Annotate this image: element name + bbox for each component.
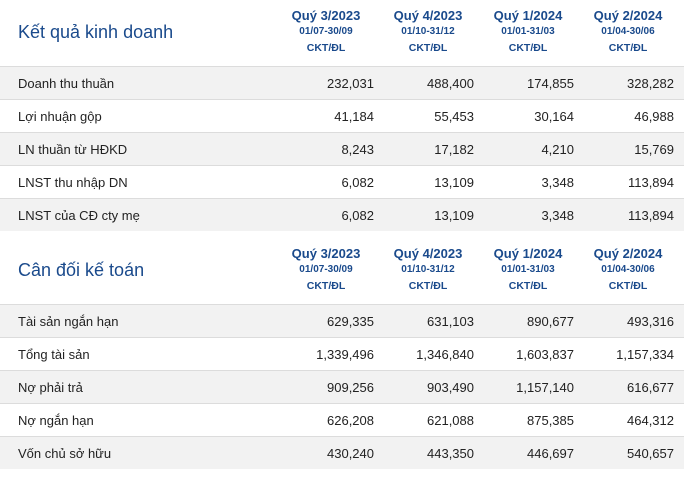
row-label: Doanh thu thuần bbox=[18, 76, 115, 91]
cell-value: 6,082 bbox=[341, 208, 374, 223]
column-header-q4-2023: Quý 4/2023 01/10-31/12 CKT/ĐL bbox=[393, 246, 463, 292]
cell-value: 464,312 bbox=[627, 413, 674, 428]
row-label: LN thuần từ HĐKD bbox=[18, 142, 128, 157]
balance-sheet-section: Cân đối kế toán Quý 3/2023 01/07-30/09 C… bbox=[0, 238, 684, 469]
cell-value: 55,453 bbox=[434, 109, 474, 124]
cell-value: 113,894 bbox=[627, 208, 674, 223]
row-label: Tài sản ngắn hạn bbox=[18, 314, 119, 329]
cell-value: 629,335 bbox=[327, 314, 374, 329]
table-row: Lợi nhuận gộp 41,184 55,453 30,164 46,98… bbox=[0, 99, 684, 132]
cell-value: 4,210 bbox=[541, 142, 574, 157]
cell-value: 3,348 bbox=[541, 208, 574, 223]
cell-value: 626,208 bbox=[327, 413, 374, 428]
business-results-section: Kết quả kinh doanh Quý 3/2023 01/07-30/0… bbox=[0, 0, 684, 231]
row-label: Vốn chủ sở hữu bbox=[18, 446, 112, 461]
cell-value: 616,677 bbox=[627, 380, 674, 395]
cell-value: 909,256 bbox=[327, 380, 374, 395]
cell-value: 631,103 bbox=[427, 314, 474, 329]
cell-value: 13,109 bbox=[434, 208, 474, 223]
table-row: Doanh thu thuần 232,031 488,400 174,855 … bbox=[0, 66, 684, 99]
table-row: LNST thu nhập DN 6,082 13,109 3,348 113,… bbox=[0, 165, 684, 198]
cell-value: 41,184 bbox=[334, 109, 374, 124]
row-label: LNST thu nhập DN bbox=[18, 175, 128, 190]
cell-value: 493,316 bbox=[627, 314, 674, 329]
cell-value: 30,164 bbox=[534, 109, 574, 124]
column-header-q4-2023: Quý 4/2023 01/10-31/12 CKT/ĐL bbox=[393, 8, 463, 54]
cell-value: 13,109 bbox=[434, 175, 474, 190]
row-label: Nợ phải trả bbox=[18, 380, 83, 395]
cell-value: 174,855 bbox=[527, 76, 574, 91]
row-label: Tổng tài sản bbox=[18, 347, 90, 362]
column-header-q3-2023: Quý 3/2023 01/07-30/09 CKT/ĐL bbox=[291, 8, 361, 54]
cell-value: 540,657 bbox=[627, 446, 674, 461]
table-row: LNST của CĐ cty mẹ 6,082 13,109 3,348 11… bbox=[0, 198, 684, 231]
cell-value: 488,400 bbox=[427, 76, 474, 91]
row-label: Lợi nhuận gộp bbox=[18, 109, 102, 124]
column-header-q2-2024: Quý 2/2024 01/04-30/06 CKT/ĐL bbox=[593, 8, 663, 54]
table-row: Tổng tài sản 1,339,496 1,346,840 1,603,8… bbox=[0, 337, 684, 370]
business-results-title: Kết quả kinh doanh bbox=[18, 22, 174, 42]
cell-value: 1,157,334 bbox=[616, 347, 674, 362]
balance-sheet-title: Cân đối kế toán bbox=[18, 260, 145, 280]
table-row: Nợ phải trả 909,256 903,490 1,157,140 61… bbox=[0, 370, 684, 403]
cell-value: 232,031 bbox=[327, 76, 374, 91]
cell-value: 875,385 bbox=[527, 413, 574, 428]
cell-value: 430,240 bbox=[327, 446, 374, 461]
table-row: Tài sản ngắn hạn 629,335 631,103 890,677… bbox=[0, 304, 684, 337]
cell-value: 15,769 bbox=[634, 142, 674, 157]
column-header-q1-2024: Quý 1/2024 01/01-31/03 CKT/ĐL bbox=[493, 8, 563, 54]
cell-value: 3,348 bbox=[541, 175, 574, 190]
cell-value: 443,350 bbox=[427, 446, 474, 461]
table-row: Vốn chủ sở hữu 430,240 443,350 446,697 5… bbox=[0, 436, 684, 469]
column-header-q2-2024: Quý 2/2024 01/04-30/06 CKT/ĐL bbox=[593, 246, 663, 292]
cell-value: 1,603,837 bbox=[516, 347, 574, 362]
cell-value: 903,490 bbox=[427, 380, 474, 395]
row-label: Nợ ngắn hạn bbox=[18, 413, 94, 428]
table-row: Nợ ngắn hạn 626,208 621,088 875,385 464,… bbox=[0, 403, 684, 436]
business-results-header: Kết quả kinh doanh Quý 3/2023 01/07-30/0… bbox=[0, 0, 684, 66]
cell-value: 328,282 bbox=[627, 76, 674, 91]
cell-value: 446,697 bbox=[527, 446, 574, 461]
cell-value: 6,082 bbox=[341, 175, 374, 190]
cell-value: 1,157,140 bbox=[516, 380, 574, 395]
balance-sheet-header: Cân đối kế toán Quý 3/2023 01/07-30/09 C… bbox=[0, 238, 684, 304]
cell-value: 17,182 bbox=[434, 142, 474, 157]
column-header-q1-2024: Quý 1/2024 01/01-31/03 CKT/ĐL bbox=[493, 246, 563, 292]
cell-value: 1,339,496 bbox=[316, 347, 374, 362]
cell-value: 621,088 bbox=[427, 413, 474, 428]
table-row: LN thuần từ HĐKD 8,243 17,182 4,210 15,7… bbox=[0, 132, 684, 165]
cell-value: 46,988 bbox=[634, 109, 674, 124]
column-header-q3-2023: Quý 3/2023 01/07-30/09 CKT/ĐL bbox=[291, 246, 361, 292]
cell-value: 8,243 bbox=[341, 142, 374, 157]
row-label: LNST của CĐ cty mẹ bbox=[18, 208, 140, 223]
cell-value: 113,894 bbox=[627, 175, 674, 190]
cell-value: 1,346,840 bbox=[416, 347, 474, 362]
cell-value: 890,677 bbox=[527, 314, 574, 329]
